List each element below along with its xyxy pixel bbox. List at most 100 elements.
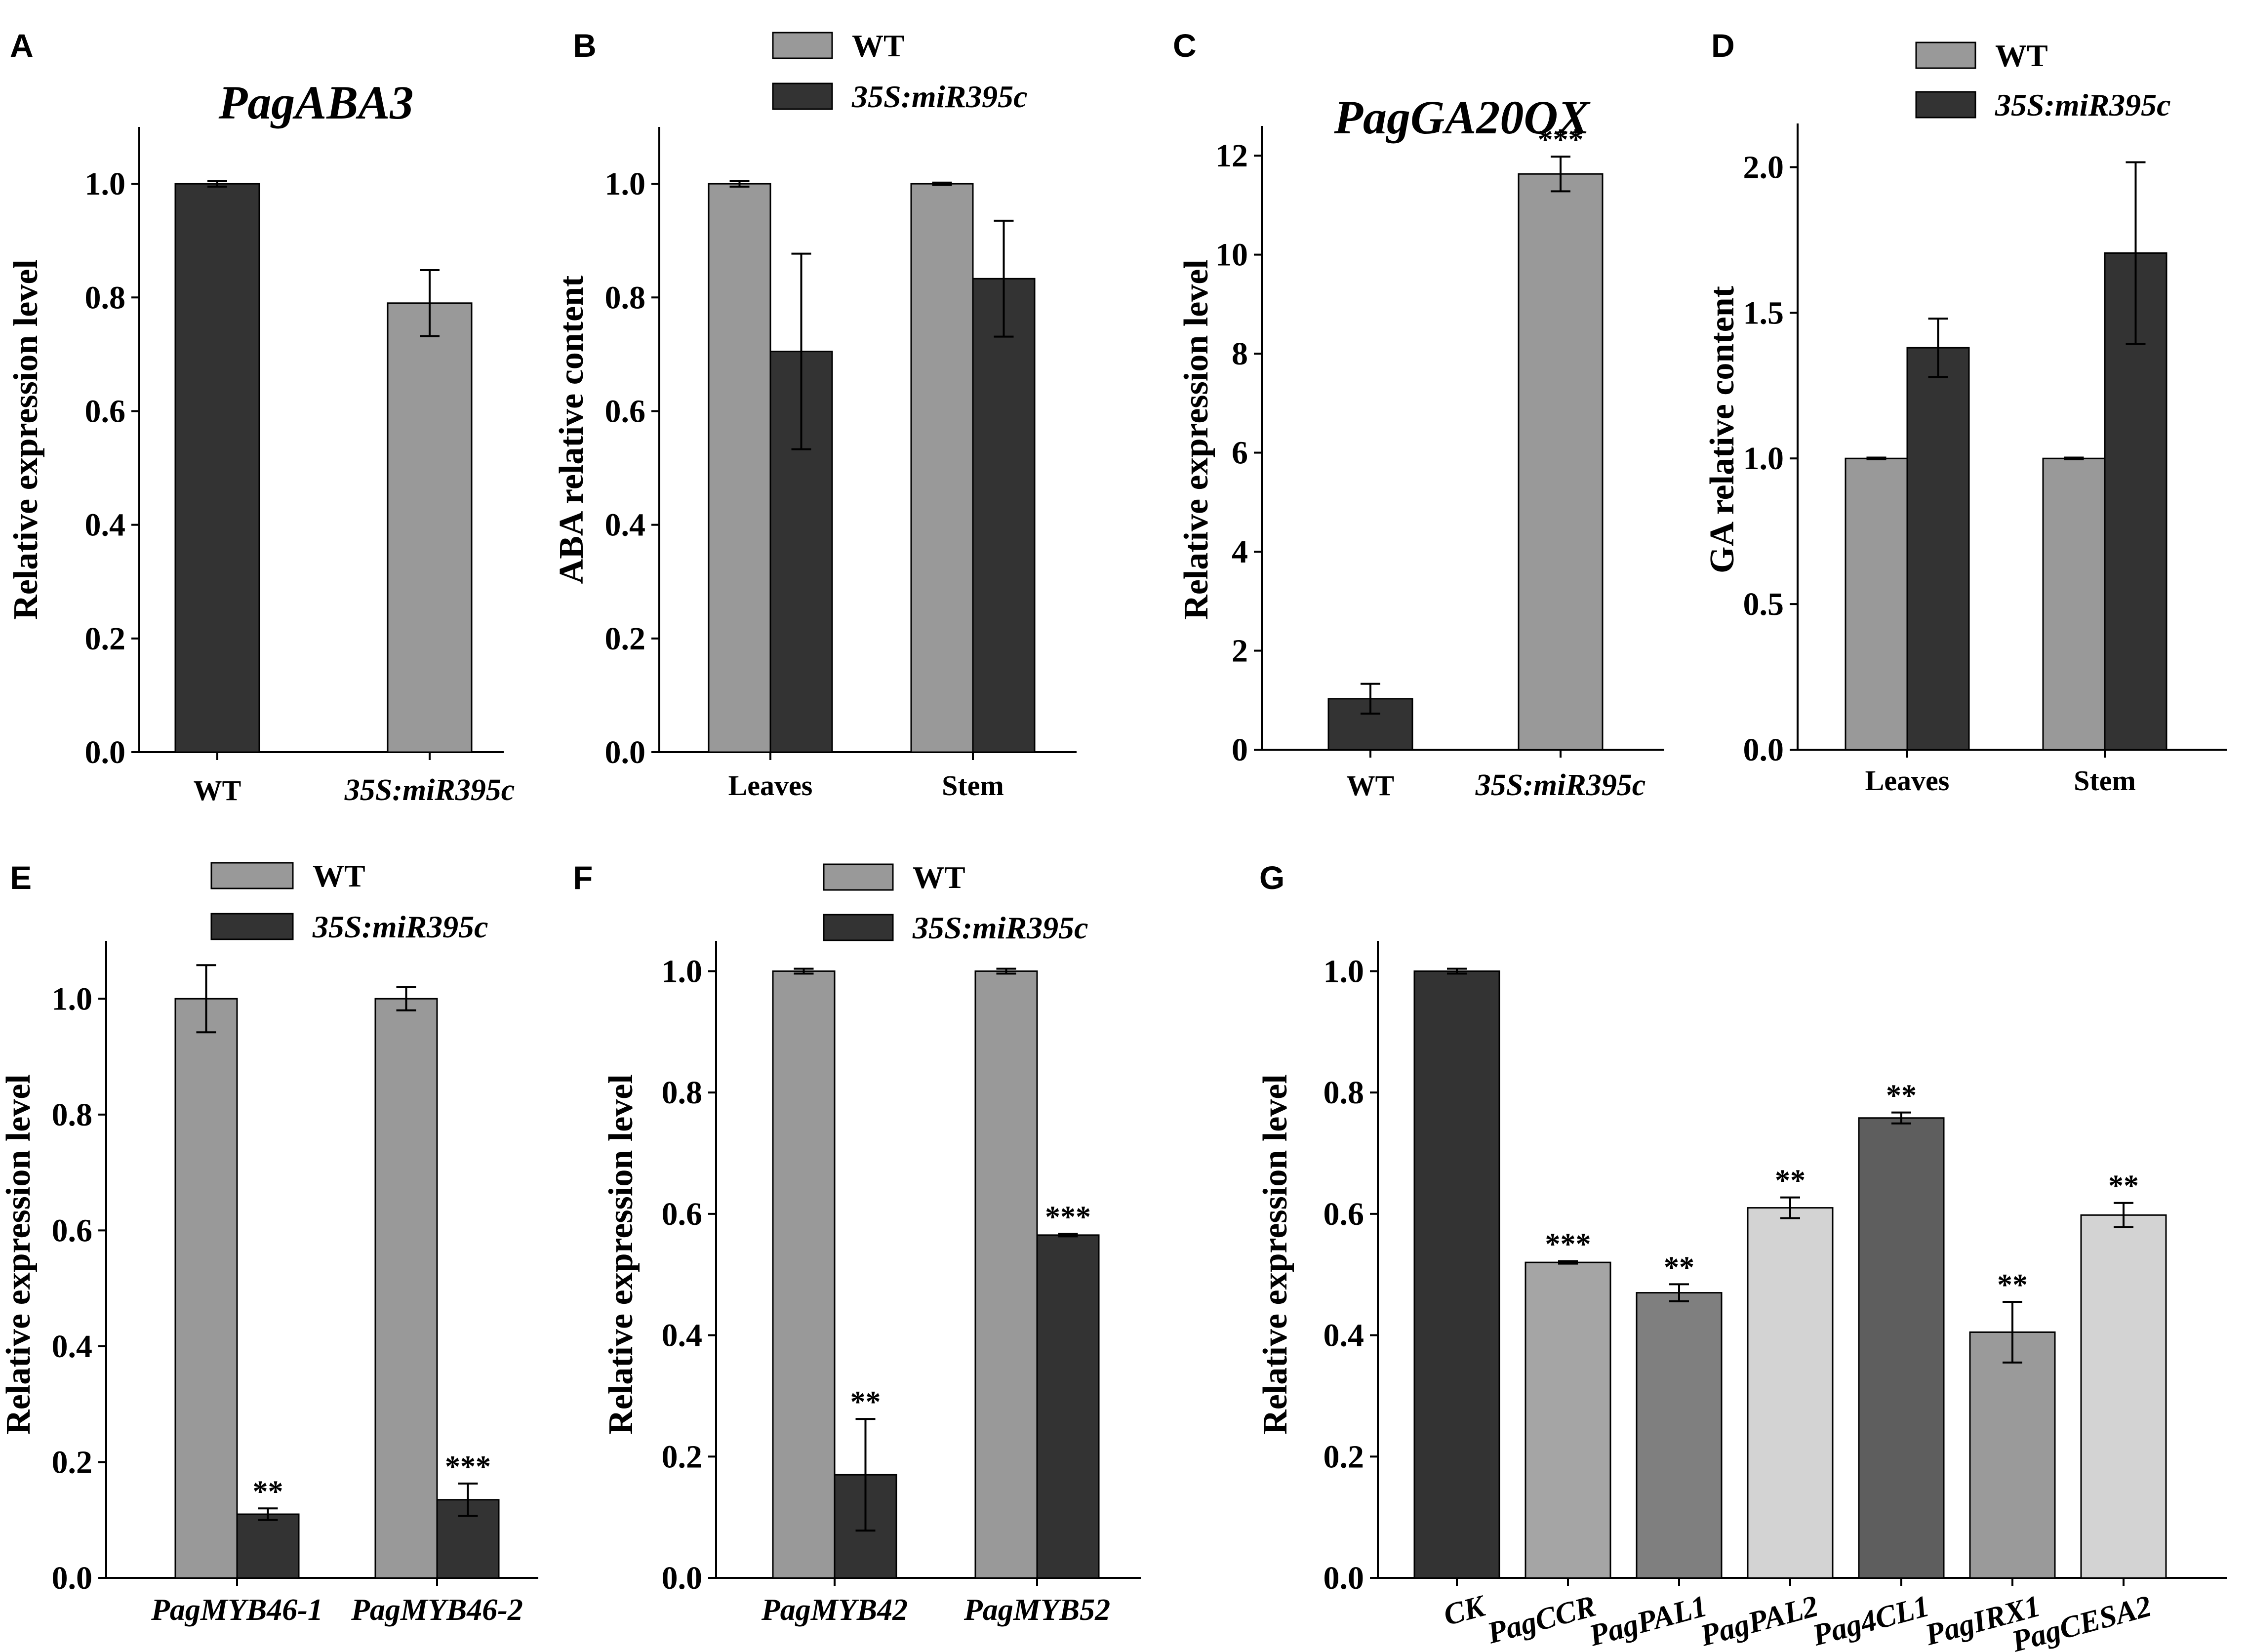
panel-d-xtick-label: Stem [2074, 765, 2136, 797]
panel-d-ytick-label: 0.5 [1743, 586, 1784, 622]
panel-f-ylabel: Relative expression level [602, 1074, 640, 1435]
panel-b-xtick-label: Stem [942, 769, 1004, 802]
panel-e-xtick-label: PagMYB46-1 [151, 1593, 323, 1627]
panel-d-ytick-label: 1.5 [1743, 295, 1784, 331]
panel-d-bar-wt-1 [2042, 457, 2106, 751]
panel-e-ytick-label: 0.0 [52, 1560, 93, 1596]
panel-c-ytick-label: 0 [1232, 732, 1248, 768]
panel-c-ytick-label: 12 [1215, 138, 1248, 174]
panel-g-bar-4-significance: ** [1886, 1079, 1917, 1113]
panel-c-xtick-label: 35S:miR395c [1475, 768, 1645, 802]
panel-a-title: PagABA3 [218, 76, 414, 129]
panel-g-bar-2-significance: ** [1664, 1250, 1694, 1284]
panel-c-ytick-label: 2 [1232, 633, 1248, 669]
panel-f-ytick-label: 0.0 [662, 1560, 703, 1596]
panel-f-bar-mir395c-0-significance: ** [850, 1385, 881, 1419]
panel-g-ytick-label: 0.8 [1324, 1075, 1364, 1111]
panel-e-legend-swatch-mir395c [210, 913, 294, 940]
panel-d-letter: D [1711, 27, 1735, 64]
panel-e-bar-wt-1 [374, 998, 438, 1579]
panel-b-ytick-label: 0.2 [605, 621, 646, 657]
panel-g-bar-3-significance: ** [1775, 1164, 1806, 1198]
panel-a-ylabel: Relative expression level [7, 259, 45, 620]
panel-g-ytick-label: 0.6 [1324, 1196, 1364, 1232]
panel-f-bar-wt-1 [974, 970, 1038, 1579]
panel-g-bar-6-significance: ** [2108, 1169, 2139, 1203]
panel-b-xtick-label: Leaves [728, 769, 813, 802]
panel-c-ytick-label: 6 [1232, 435, 1248, 471]
panel-g-ytick-label: 0.4 [1324, 1318, 1364, 1354]
panel-d-ytick-label: 1.0 [1743, 441, 1784, 477]
panel-e-xtick-label: PagMYB46-2 [351, 1593, 523, 1627]
panel-e-legend-swatch-wt [210, 862, 294, 889]
panel-d-legend-label-mir395c: 35S:miR395c [1995, 87, 2171, 122]
panel-f-ytick-label: 0.8 [662, 1075, 703, 1111]
panel-e-ylabel: Relative expression level [0, 1074, 38, 1435]
panel-b-legend-label-wt: WT [852, 28, 905, 63]
panel-c-xtick-label: WT [1347, 769, 1395, 802]
panel-g-bar-1-significance: *** [1545, 1228, 1591, 1261]
panel-e-ytick-label: 0.4 [52, 1329, 93, 1365]
panel-a-ytick-label: 0.8 [85, 280, 126, 316]
panel-g-ylabel: Relative expression level [1256, 1074, 1294, 1435]
panel-g-letter: G [1259, 859, 1284, 896]
panel-f-legend-label-mir395c: 35S:miR395c [912, 910, 1088, 945]
panel-c-bar-1 [1518, 173, 1604, 751]
panel-a-ytick-label: 0.0 [85, 734, 126, 770]
panel-f-ytick-label: 0.4 [662, 1318, 703, 1354]
panel-a-ytick-label: 0.2 [85, 621, 126, 657]
panel-g-ytick-label: 0.0 [1324, 1560, 1364, 1596]
panel-d-bar-wt-0 [1845, 457, 1908, 751]
panel-e-ytick-label: 0.8 [52, 1097, 93, 1133]
panel-d-bar-mir395c-0 [1906, 347, 1970, 751]
panel-a-letter: A [10, 27, 34, 64]
panel-e-bar-mir395c-0-significance: ** [253, 1475, 283, 1508]
panel-e-bar-wt-0 [174, 998, 238, 1579]
panel-g-bar-1 [1525, 1261, 1611, 1579]
panel-d-legend-swatch-mir395c [1915, 91, 1976, 119]
panel-f-xtick-label: PagMYB42 [761, 1593, 908, 1627]
panel-f-bar-mir395c-1 [1036, 1234, 1100, 1579]
panel-a-bar-1 [387, 302, 473, 753]
panel-d-ytick-label: 2.0 [1743, 149, 1784, 185]
panel-c-ylabel: Relative expression level [1177, 259, 1215, 620]
panel-f-legend-swatch-wt [823, 863, 894, 891]
panel-g-ytick-label: 1.0 [1324, 953, 1364, 989]
panel-a-ytick-label: 1.0 [85, 166, 126, 202]
panel-e-ytick-label: 0.2 [52, 1444, 93, 1480]
panel-g-bar-6 [2080, 1214, 2167, 1579]
panel-a-bar-0 [174, 183, 260, 753]
panel-c-ytick-label: 8 [1232, 336, 1248, 372]
panel-c-ytick-label: 10 [1215, 237, 1248, 273]
panel-b-letter: B [573, 27, 597, 64]
panel-d-legend-swatch-wt [1915, 41, 1976, 69]
panel-d-xtick-label: Leaves [1865, 765, 1950, 797]
panel-c-title: PagGA20OX [1333, 91, 1590, 144]
panel-a-ytick-label: 0.4 [85, 507, 126, 543]
panel-b-legend-swatch-wt [772, 32, 833, 59]
panel-b-ytick-label: 0.4 [605, 507, 646, 543]
panel-e-ytick-label: 0.6 [52, 1212, 93, 1249]
panel-b-ytick-label: 0.8 [605, 280, 646, 316]
panel-a-ytick-label: 0.6 [85, 393, 126, 429]
panel-e-bar-mir395c-1-significance: *** [445, 1450, 491, 1484]
panel-c-ytick-label: 4 [1232, 534, 1248, 570]
panel-c-bar-1-significance: *** [1538, 123, 1584, 157]
panel-e-legend-label-wt: WT [313, 858, 365, 893]
panel-b-legend-swatch-mir395c [772, 82, 833, 110]
panel-b-ylabel: ABA relative content [553, 276, 591, 584]
panel-b-ytick-label: 0.0 [605, 734, 646, 770]
panel-g-ytick-label: 0.2 [1324, 1439, 1364, 1475]
panel-g-bar-0 [1413, 970, 1500, 1579]
panel-a-xtick-label: WT [194, 774, 241, 806]
panel-b-legend-label-mir395c: 35S:miR395c [851, 79, 1028, 114]
panel-g-bar-5 [1969, 1331, 2056, 1579]
panel-f-ytick-label: 1.0 [662, 953, 703, 989]
panel-a-xtick-label: 35S:miR395c [344, 773, 515, 807]
panel-d-ylabel: GA relative content [1703, 286, 1741, 573]
panel-f-bar-mir395c-1-significance: *** [1045, 1200, 1091, 1234]
panel-f-ytick-label: 0.2 [662, 1439, 703, 1475]
panel-c-letter: C [1173, 27, 1197, 64]
panel-e-letter: E [10, 859, 32, 896]
panel-g-bar-3 [1747, 1207, 1834, 1579]
